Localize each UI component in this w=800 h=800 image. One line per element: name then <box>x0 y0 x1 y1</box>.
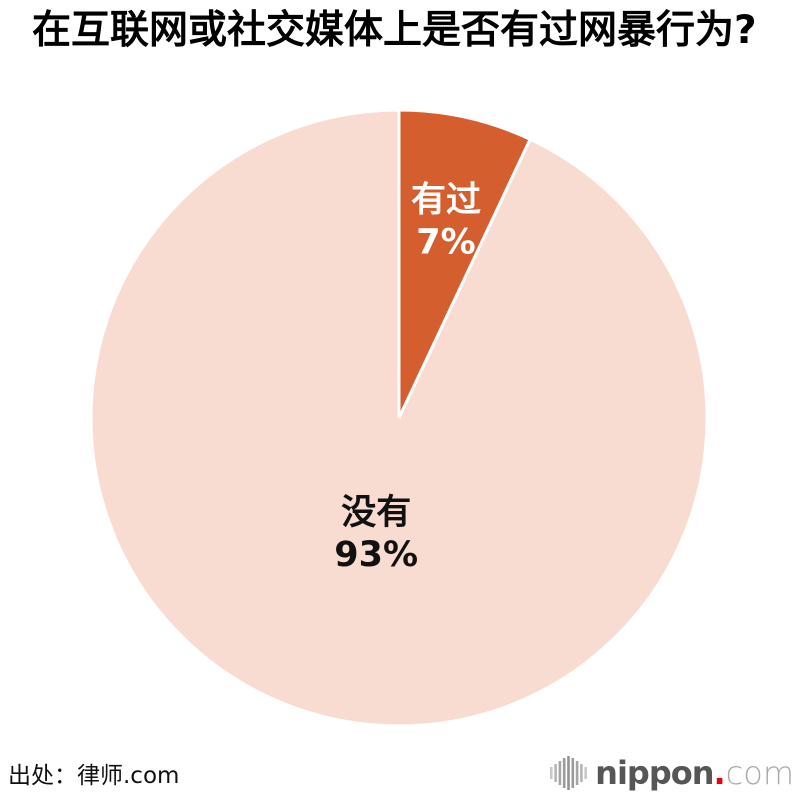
logo-tld: com <box>725 754 794 792</box>
pie-slice-0 <box>397 108 533 419</box>
pie-slice-label-0: 有过 7% <box>411 181 481 263</box>
logo-dot: . <box>713 754 726 792</box>
chart-title: 在互联网或社交媒体上是否有过网暴行为? <box>32 8 757 53</box>
pie-slice-label-1: 没有 93% <box>334 493 418 575</box>
pie-chart: 有过 7% 没有 93% <box>89 108 709 728</box>
nippon-logo: nippon.com <box>550 754 794 792</box>
soundwave-bar <box>558 761 562 785</box>
pie-slice-1 <box>89 108 709 728</box>
source-text: 出处：律师.com <box>8 763 180 789</box>
soundwave-bar <box>571 758 575 788</box>
soundwave-bar <box>580 764 583 782</box>
soundwave-bar <box>567 756 570 790</box>
logo-wordmark: nippon.com <box>595 757 794 789</box>
soundwave-bars-icon <box>550 756 588 790</box>
logo-brand: nippon <box>595 754 714 792</box>
soundwave-bar <box>554 764 558 782</box>
soundwave-bar <box>584 767 588 779</box>
soundwave-bar <box>575 761 579 785</box>
soundwave-bar <box>563 758 566 788</box>
soundwave-bar <box>550 767 553 779</box>
